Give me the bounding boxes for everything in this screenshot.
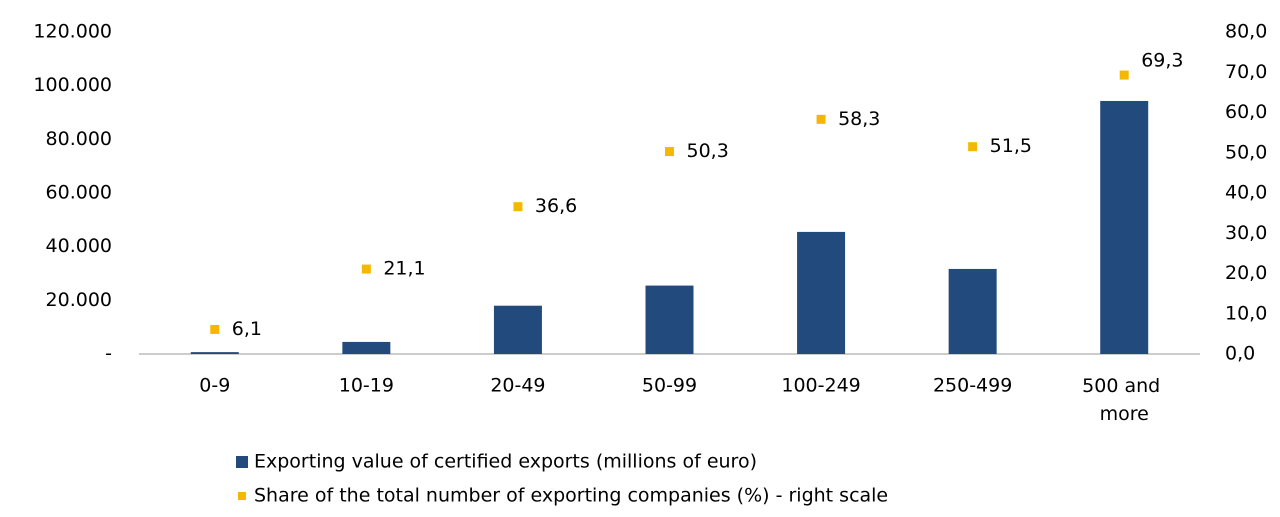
y2-tick-label: 50,0 [1225,141,1267,163]
data-label: 6,1 [232,318,262,340]
y2-tick-label: 80,0 [1225,21,1267,43]
point [1119,70,1129,80]
data-label: 21,1 [383,258,425,280]
x-tick-label: 50-99 [642,375,697,397]
bar [1100,100,1149,354]
x-tick-line: 500 and [1082,375,1166,397]
data-label: 51,5 [990,135,1032,157]
bar [645,285,694,354]
y2-tick-label: 30,0 [1225,222,1267,244]
bar [948,268,997,354]
y2-tick-label: 0,0 [1225,343,1255,365]
y2-tick-label: 60,0 [1225,101,1267,123]
point [665,147,674,157]
point [968,142,978,152]
y-tick-label: 60.000 [46,182,112,204]
y2-tick-label: 70,0 [1225,61,1267,83]
y-tick-label: 40.000 [46,235,112,257]
bar [190,352,239,354]
x-tick-line: more [1100,403,1149,425]
x-tick-label: 250-499 [933,375,1012,397]
x-tick-label: 0-9 [199,375,230,397]
y-tick-label: 100.000 [33,74,112,96]
legend-label: Share of the total number of exporting c… [254,485,888,507]
point [361,264,371,274]
x-tick-label: 100-249 [781,375,860,397]
x-tick-label: 20-49 [490,375,545,397]
data-label: 50,3 [687,140,729,162]
point [513,202,523,212]
y-tick-label: 20.000 [46,289,112,311]
x-tick-label: 10-19 [339,375,394,397]
y2-tick-label: 10,0 [1225,302,1267,324]
point [210,324,220,334]
legend-swatch [238,492,246,500]
y-tick-label: - [105,343,112,365]
data-label: 58,3 [838,108,880,130]
y-tick-label: 80.000 [46,128,112,150]
bar [493,305,542,354]
legend-swatch [236,456,248,468]
data-label: 69,3 [1141,50,1183,72]
y2-tick-label: 20,0 [1225,262,1267,284]
bar [797,231,846,354]
data-label: 36,6 [535,195,577,217]
legend-label: Exporting value of certified exports (mi… [254,451,757,473]
point [816,114,826,124]
y-tick-label: 120.000 [33,21,112,43]
y2-tick-label: 40,0 [1225,182,1267,204]
bar [342,341,391,354]
x-tick-label: 500 and more [1082,375,1166,425]
